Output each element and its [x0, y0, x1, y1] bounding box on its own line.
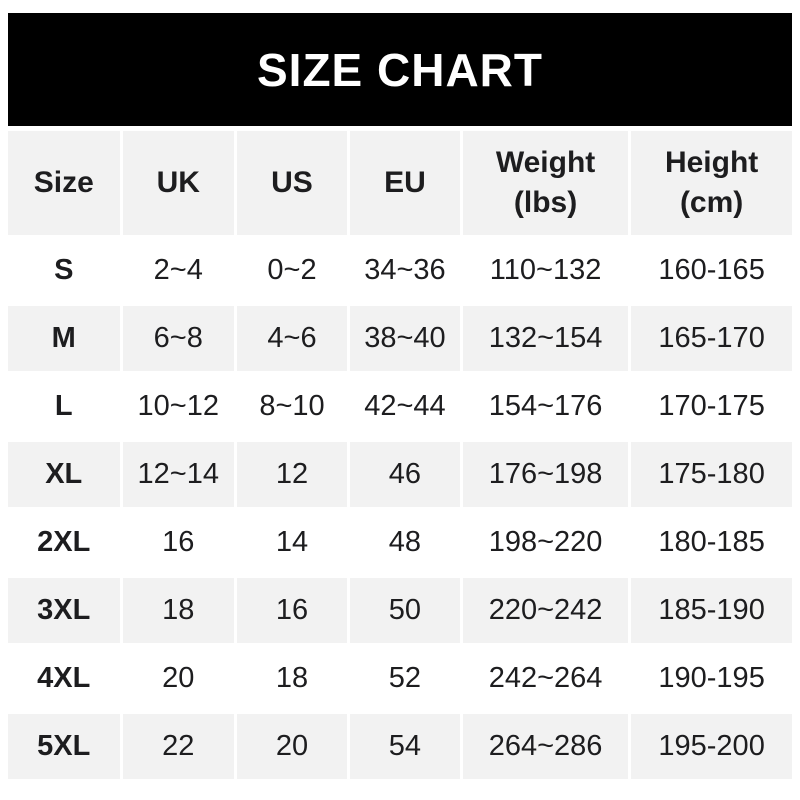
- cell-uk: 20: [162, 662, 195, 694]
- column-header-height: Height (cm): [631, 131, 792, 235]
- cell-height: 175-180: [631, 442, 792, 507]
- column-header-size: Size: [8, 131, 120, 235]
- cell-height: 195-200: [631, 714, 792, 779]
- cell-eu: 42~44: [364, 390, 446, 422]
- column-header-eu: EU: [349, 131, 460, 235]
- cell-eu: 52: [388, 662, 422, 694]
- cell-eu: 34~36: [364, 254, 446, 286]
- cell-weight: 242~264: [488, 662, 603, 694]
- cell-weight: 132~154: [462, 306, 629, 371]
- table-row-5xl: 5XL 22 20 54 264~286 195-200: [8, 714, 792, 779]
- cell-uk: 10~12: [137, 390, 219, 422]
- row-label: M: [8, 306, 120, 371]
- column-header-uk: UK: [122, 131, 234, 235]
- cell-uk: 18: [122, 578, 234, 643]
- row-label: 4XL: [37, 662, 91, 694]
- page-title: SIZE CHART: [257, 43, 543, 96]
- cell-uk: 16: [162, 526, 195, 558]
- cell-weight: 264~286: [462, 714, 629, 779]
- cell-eu: 54: [349, 714, 460, 779]
- cell-height: 170-175: [658, 390, 765, 422]
- row-label: 2XL: [37, 526, 91, 558]
- table-row-xl: XL 12~14 12 46 176~198 175-180: [8, 442, 792, 507]
- cell-weight: 176~198: [462, 442, 629, 507]
- cell-uk: 22: [122, 714, 234, 779]
- cell-weight: 220~242: [462, 578, 629, 643]
- cell-height: 160-165: [658, 254, 765, 286]
- cell-eu: 38~40: [349, 306, 460, 371]
- cell-us: 0~2: [267, 254, 317, 286]
- table-row-2xl: 2XL 16 14 48 198~220 180-185: [8, 510, 792, 575]
- row-label: 3XL: [8, 578, 120, 643]
- cell-uk: 12~14: [122, 442, 234, 507]
- size-chart-banner: SIZE CHART: [8, 13, 792, 126]
- size-chart-table: Size UK US EU Weight (lbs) Height (cm) S 2~4 0~…: [5, 128, 795, 782]
- column-header-us: US: [237, 131, 347, 235]
- table-row-3xl: 3XL 18 16 50 220~242 185-190: [8, 578, 792, 643]
- cell-us: 12: [237, 442, 347, 507]
- cell-us: 16: [237, 578, 347, 643]
- row-label: L: [54, 390, 73, 422]
- table-row-4xl: 4XL 20 18 52 242~264 190-195: [8, 646, 792, 711]
- cell-weight: 154~176: [488, 390, 603, 422]
- cell-us: 20: [237, 714, 347, 779]
- cell-eu: 50: [349, 578, 460, 643]
- cell-height: 185-190: [631, 578, 792, 643]
- column-header-weight: Weight (lbs): [462, 131, 629, 235]
- cell-height: 180-185: [658, 526, 765, 558]
- cell-uk: 6~8: [122, 306, 234, 371]
- table-row-s: S 2~4 0~2 34~36 110~132 160-165: [8, 238, 792, 303]
- cell-us: 8~10: [259, 390, 325, 422]
- row-label: S: [54, 254, 74, 286]
- cell-us: 18: [275, 662, 309, 694]
- cell-height: 190-195: [658, 662, 765, 694]
- table-row-m: M 6~8 4~6 38~40 132~154 165-170: [8, 306, 792, 371]
- cell-us: 4~6: [237, 306, 347, 371]
- cell-eu: 48: [388, 526, 422, 558]
- cell-weight: 198~220: [488, 526, 603, 558]
- table-row-l: L 10~12 8~10 42~44 154~176 170-175: [8, 374, 792, 439]
- cell-uk: 2~4: [153, 254, 203, 286]
- cell-eu: 46: [349, 442, 460, 507]
- table-header-row: Size UK US EU Weight (lbs) Height (cm): [8, 131, 792, 235]
- cell-height: 165-170: [631, 306, 792, 371]
- cell-weight: 110~132: [489, 254, 602, 286]
- cell-us: 14: [275, 526, 309, 558]
- row-label: XL: [8, 442, 120, 507]
- row-label: 5XL: [8, 714, 120, 779]
